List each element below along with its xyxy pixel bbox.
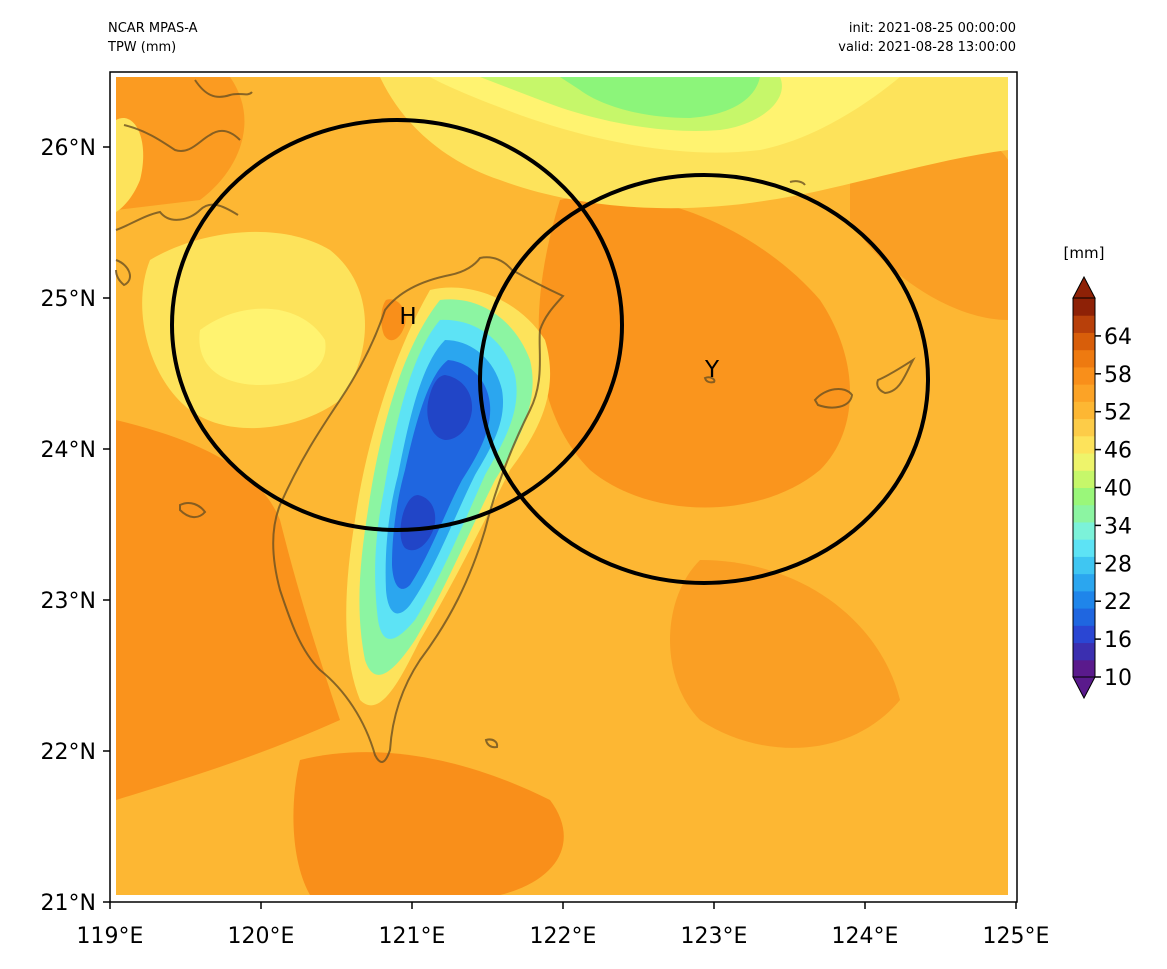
colorbar-segment	[1073, 556, 1095, 575]
field-orange-hsinchu	[381, 299, 406, 341]
field-orange-west	[116, 420, 340, 800]
china-coastline-4	[115, 259, 131, 287]
lon-tick-label: 121°E	[379, 924, 446, 949]
field-orange-nw	[116, 77, 245, 210]
lon-tick-label: 124°E	[832, 924, 899, 949]
lat-ticks: 21°N 22°N 23°N 24°N 25°N 26°N	[41, 136, 110, 916]
colorbar-min-arrow	[1072, 676, 1096, 700]
tpw-field	[116, 77, 1008, 895]
lat-tick-label: 23°N	[41, 589, 96, 614]
colorbar-segment	[1073, 590, 1095, 609]
colorbar-segment	[1073, 453, 1095, 471]
china-coastline-2	[194, 79, 253, 98]
field-orange-se	[670, 560, 900, 748]
colorbar-segment	[1073, 315, 1095, 333]
colorbar-segment	[1073, 608, 1095, 626]
lat-tick-label: 24°N	[41, 438, 96, 463]
lon-ticks: 119°E 120°E 121°E 122°E 123°E 124°E 125°…	[77, 902, 1050, 949]
field-deepblue-south	[400, 495, 436, 551]
lon-tick-label: 120°E	[228, 924, 295, 949]
field-paleyellow-strait	[199, 308, 326, 385]
colorbar-tick-label: 64	[1104, 325, 1132, 350]
lat-tick-label: 25°N	[41, 287, 96, 312]
colorbar-segment	[1073, 349, 1095, 368]
lat-tick-label: 21°N	[41, 891, 96, 916]
lon-tick-label: 123°E	[681, 924, 748, 949]
yonaguni-island	[703, 376, 716, 384]
colorbar: [mm] 10 16 22 28 34 40 46 52 58 64	[1064, 244, 1132, 700]
colorbar-tick-label: 22	[1104, 590, 1132, 615]
colorbar-segment	[1073, 625, 1095, 644]
model-name: NCAR MPAS-A	[108, 21, 198, 36]
colorbar-tick-label: 28	[1104, 552, 1132, 577]
penghu-islands	[179, 502, 207, 518]
colorbar-segment	[1073, 332, 1095, 351]
colorbar-segment	[1073, 435, 1095, 454]
field-orange-south	[293, 752, 564, 895]
lon-tick-label: 119°E	[77, 924, 144, 949]
colorbar-segment	[1073, 418, 1095, 437]
colorbar-segment	[1073, 539, 1095, 557]
radius-circle-h	[170, 118, 624, 532]
lon-tick-label: 122°E	[530, 924, 597, 949]
plot-header-left: NCAR MPAS-A TPW (mm)	[108, 19, 198, 57]
colorbar-segment	[1073, 642, 1095, 661]
colorbar-segment	[1073, 504, 1095, 523]
colorbar-segment	[1073, 298, 1095, 316]
marker-label-h: H	[399, 304, 416, 330]
colorbar-tick-label: 52	[1104, 401, 1132, 426]
valid-time: valid: 2021-08-28 13:00:00	[838, 40, 1016, 55]
field-green-north	[560, 77, 760, 118]
lon-tick-label: 125°E	[983, 924, 1050, 949]
radius-circle-y	[478, 173, 930, 585]
field-yellow-coast	[116, 118, 144, 212]
plot-header-right: init: 2021-08-25 00:00:00 valid: 2021-08…	[838, 19, 1016, 57]
variable-name: TPW (mm)	[108, 40, 177, 55]
colorbar-max-arrow	[1072, 275, 1096, 299]
colorbar-segment	[1073, 401, 1095, 420]
orchid-island	[484, 738, 499, 749]
ishigaki-island	[876, 357, 916, 395]
colorbar-segment	[1073, 573, 1095, 592]
coastlines	[115, 79, 916, 763]
colorbar-tick-label: 40	[1104, 477, 1132, 502]
senkaku-islands	[789, 180, 806, 186]
colorbar-tick-label: 10	[1104, 666, 1132, 691]
colorbar-segment	[1073, 521, 1095, 540]
colorbar-segment	[1073, 659, 1095, 678]
lat-tick-label: 26°N	[41, 136, 96, 161]
taiwan-coastline	[272, 256, 565, 763]
colorbar-segments	[1073, 298, 1095, 678]
marker-label-y: Y	[704, 357, 720, 383]
lat-tick-label: 22°N	[41, 740, 96, 765]
init-time: init: 2021-08-25 00:00:00	[848, 21, 1016, 36]
colorbar-tick-label: 58	[1104, 363, 1132, 388]
colorbar-segment	[1073, 366, 1095, 385]
colorbar-segment	[1073, 384, 1095, 402]
field-deepblue-north	[427, 375, 473, 440]
colorbar-tick-label: 46	[1104, 439, 1132, 464]
colorbar-segment	[1073, 470, 1095, 488]
colorbar-tick-label: 16	[1104, 628, 1132, 653]
miyako-island	[813, 388, 854, 409]
colorbar-segment	[1073, 487, 1095, 506]
colorbar-tick-label: 34	[1104, 514, 1132, 539]
china-coastline-1	[123, 124, 241, 152]
colorbar-ticks: 10 16 22 28 34 40 46 52 58 64	[1095, 325, 1132, 691]
colorbar-unit: [mm]	[1064, 244, 1105, 262]
